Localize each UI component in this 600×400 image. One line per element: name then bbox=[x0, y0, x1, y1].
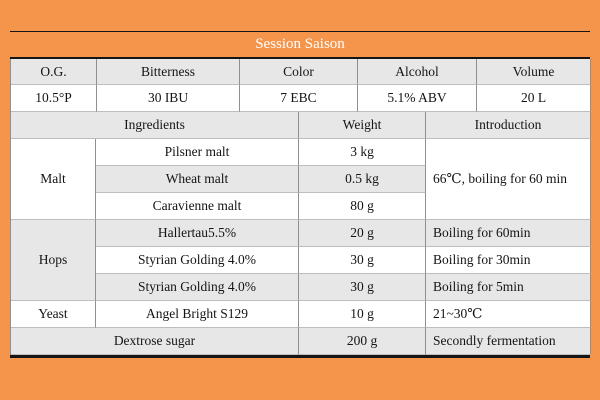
hops-category-cell: Hops bbox=[11, 220, 96, 301]
hops-row-introduction: Boiling for 30min bbox=[426, 247, 591, 274]
yeast-introduction-cell: 21~30℃ bbox=[426, 301, 591, 328]
specs-table: O.G. Bitterness Color Alcohol Volume 10.… bbox=[10, 59, 591, 112]
malt-row-weight: 80 g bbox=[299, 193, 426, 220]
hops-row-weight: 30 g bbox=[299, 274, 426, 301]
malt-row-name: Wheat malt bbox=[96, 166, 299, 193]
hops-row-introduction: Boiling for 60min bbox=[426, 220, 591, 247]
yeast-category-cell: Yeast bbox=[11, 301, 96, 328]
sugar-introduction-cell: Secondly fermentation bbox=[426, 328, 591, 355]
malt-row-name: Pilsner malt bbox=[96, 139, 299, 166]
specs-value-color: 7 EBC bbox=[240, 85, 358, 112]
yeast-weight-cell: 10 g bbox=[299, 301, 426, 328]
table-bottom-rule bbox=[10, 355, 590, 358]
weight-header: Weight bbox=[299, 112, 426, 139]
specs-header-bitterness: Bitterness bbox=[97, 59, 240, 85]
hops-row-introduction: Boiling for 5min bbox=[426, 274, 591, 301]
specs-header-og: O.G. bbox=[11, 59, 97, 85]
title-divider-rule bbox=[10, 57, 590, 59]
hops-row-name: Hallertau5.5% bbox=[96, 220, 299, 247]
hops-row-name: Styrian Golding 4.0% bbox=[96, 274, 299, 301]
hops-row-name: Styrian Golding 4.0% bbox=[96, 247, 299, 274]
specs-header-color: Color bbox=[240, 59, 358, 85]
hops-row-weight: 30 g bbox=[299, 247, 426, 274]
specs-value-alcohol: 5.1% ABV bbox=[358, 85, 477, 112]
malt-row-weight: 0.5 kg bbox=[299, 166, 426, 193]
malt-row-name: Caravienne malt bbox=[96, 193, 299, 220]
specs-header-alcohol: Alcohol bbox=[358, 59, 477, 85]
sugar-name-cell: Dextrose sugar bbox=[11, 328, 299, 355]
specs-value-og: 10.5°P bbox=[11, 85, 97, 112]
ingredients-header: Ingredients bbox=[11, 112, 299, 139]
hops-row-weight: 20 g bbox=[299, 220, 426, 247]
malt-introduction-text: 66℃, boiling for 60 min bbox=[433, 171, 567, 186]
malt-row-weight: 3 kg bbox=[299, 139, 426, 166]
recipe-table-area: Session Saison O.G. Bitterness Color Alc… bbox=[10, 0, 591, 358]
introduction-header: Introduction bbox=[426, 112, 591, 139]
ingredients-table: Ingredients Weight Introduction Malt Pil… bbox=[10, 112, 591, 355]
recipe-title: Session Saison bbox=[255, 36, 345, 52]
malt-introduction-cell: 66℃, boiling for 60 min bbox=[426, 139, 591, 220]
malt-category-cell: Malt bbox=[11, 139, 96, 220]
sugar-weight-cell: 200 g bbox=[299, 328, 426, 355]
yeast-name-cell: Angel Bright S129 bbox=[96, 301, 299, 328]
recipe-title-band: Session Saison bbox=[10, 31, 590, 57]
specs-value-bitterness: 30 IBU bbox=[97, 85, 240, 112]
specs-value-volume: 20 L bbox=[477, 85, 591, 112]
specs-header-volume: Volume bbox=[477, 59, 591, 85]
